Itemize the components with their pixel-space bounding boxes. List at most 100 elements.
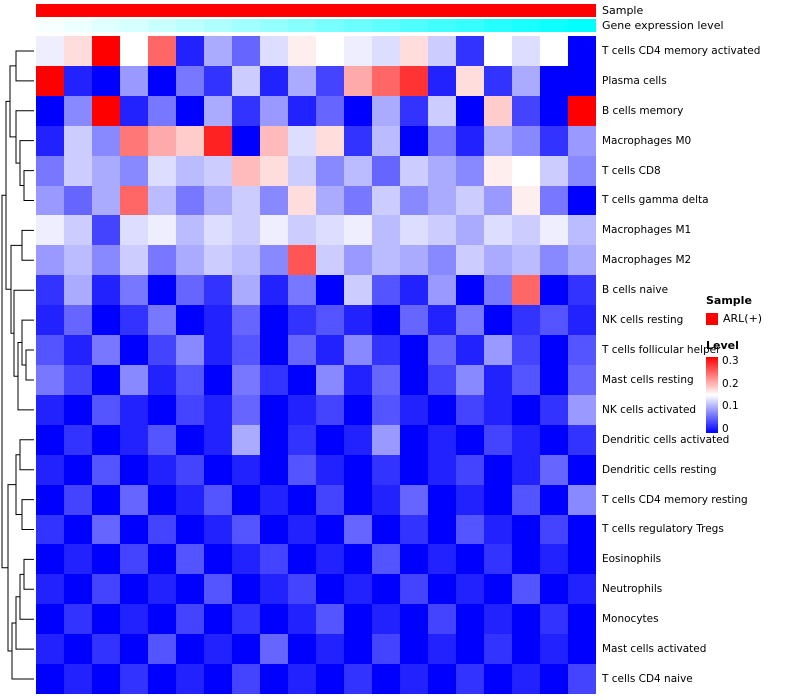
row-label: NK cells activated [602, 403, 697, 416]
heatmap-cell [316, 245, 344, 276]
heatmap-cell [232, 604, 260, 635]
heatmap-cell [372, 574, 400, 605]
heatmap-cell [428, 36, 456, 66]
heatmap-cell [176, 574, 204, 605]
heatmap-cell [540, 574, 568, 605]
heatmap-cell [540, 335, 568, 365]
heatmap-cell [120, 454, 148, 485]
heatmap-cell [568, 394, 596, 425]
legend-sample-item: ARL(+) [706, 312, 762, 325]
heatmap-cell [148, 305, 176, 336]
heatmap-cell [316, 215, 344, 246]
heatmap-cell [512, 664, 540, 694]
heatmap-cell [64, 514, 92, 545]
heatmap-cell [120, 544, 148, 575]
heatmap-cell [428, 215, 456, 246]
heatmap-cell [484, 125, 512, 156]
heatmap-cell [344, 245, 372, 276]
heatmap-cell [428, 95, 456, 126]
heatmap-cell [92, 65, 120, 96]
heatmap-cell [344, 664, 372, 694]
gene-expression-annotation-cell [512, 19, 540, 32]
heatmap-cell [372, 394, 400, 425]
heatmap-cell [120, 185, 148, 216]
heatmap-cell [260, 514, 288, 545]
gene-expression-annotation-cell [456, 19, 484, 32]
heatmap-cell [176, 95, 204, 126]
heatmap-cell [148, 514, 176, 545]
heatmap-cell [120, 664, 148, 694]
heatmap-cell [540, 95, 568, 126]
heatmap-cell [288, 574, 316, 605]
heatmap-cell [260, 634, 288, 665]
heatmap-cell [428, 484, 456, 515]
row-label: T cells regulatory Tregs [602, 523, 724, 536]
heatmap-cell [568, 604, 596, 635]
level-tick: 0.1 [722, 400, 739, 413]
heatmap-cell [232, 574, 260, 605]
row-label: T cells CD4 memory resting [602, 493, 748, 506]
heatmap-cell [204, 125, 232, 156]
heatmap-cell [456, 185, 484, 216]
heatmap-cell [568, 544, 596, 575]
heatmap-cell [176, 335, 204, 365]
heatmap-cell [540, 125, 568, 156]
heatmap-cell [316, 544, 344, 575]
heatmap-cell [372, 215, 400, 246]
heatmap-cell [232, 424, 260, 455]
heatmap-cell [456, 364, 484, 395]
heatmap-cell [176, 305, 204, 336]
heatmap-cell [344, 484, 372, 515]
level-tick: 0.2 [722, 377, 739, 390]
heatmap-cell [36, 484, 64, 515]
heatmap-cell [204, 454, 232, 485]
heatmap-cell [456, 544, 484, 575]
heatmap-cell [148, 664, 176, 694]
heatmap-cell [344, 95, 372, 126]
heatmap-cell [372, 634, 400, 665]
sample-annotation-cell [484, 4, 512, 17]
heatmap-cell [316, 364, 344, 395]
sample-annotation-cell [316, 4, 344, 17]
heatmap-cell [372, 95, 400, 126]
heatmap-cell [344, 514, 372, 545]
heatmap-cell [344, 305, 372, 336]
heatmap-cell [372, 305, 400, 336]
heatmap-cell [512, 185, 540, 216]
gene-expression-annotation-cell [316, 19, 344, 32]
heatmap-cell [400, 664, 428, 694]
heatmap-cell [456, 424, 484, 455]
heatmap-cell [512, 514, 540, 545]
heatmap-cell [372, 484, 400, 515]
legend: Sample ARL(+) Level 0.3 0.2 0.1 0 [706, 294, 762, 435]
heatmap-cell [540, 245, 568, 276]
heatmap-cell [176, 394, 204, 425]
row-label: Macrophages M1 [602, 224, 692, 237]
row-labels: T cells CD4 memory activated Plasma cells… [602, 36, 760, 694]
heatmap-cell [512, 335, 540, 365]
row-label: NK cells resting [602, 314, 684, 327]
heatmap-cell [176, 544, 204, 575]
heatmap-cell [568, 634, 596, 665]
heatmap-cell [36, 36, 64, 66]
heatmap-cell [232, 335, 260, 365]
heatmap-cell [120, 514, 148, 545]
heatmap-cell [568, 65, 596, 96]
heatmap-cell [148, 454, 176, 485]
heatmap-cell [540, 454, 568, 485]
heatmap-cell [148, 424, 176, 455]
heatmap-cell [428, 364, 456, 395]
heatmap-cell [428, 335, 456, 365]
heatmap-cell [316, 484, 344, 515]
heatmap-cell [120, 424, 148, 455]
heatmap-cell [568, 215, 596, 246]
heatmap-cell [232, 364, 260, 395]
heatmap-cell [288, 215, 316, 246]
gene-expression-annotation-cell [428, 19, 456, 32]
heatmap-cell [176, 155, 204, 186]
heatmap-cell [456, 454, 484, 485]
heatmap-cell [176, 65, 204, 96]
heatmap-cell [176, 604, 204, 635]
heatmap-cell [64, 155, 92, 186]
heatmap-cell [148, 574, 176, 605]
